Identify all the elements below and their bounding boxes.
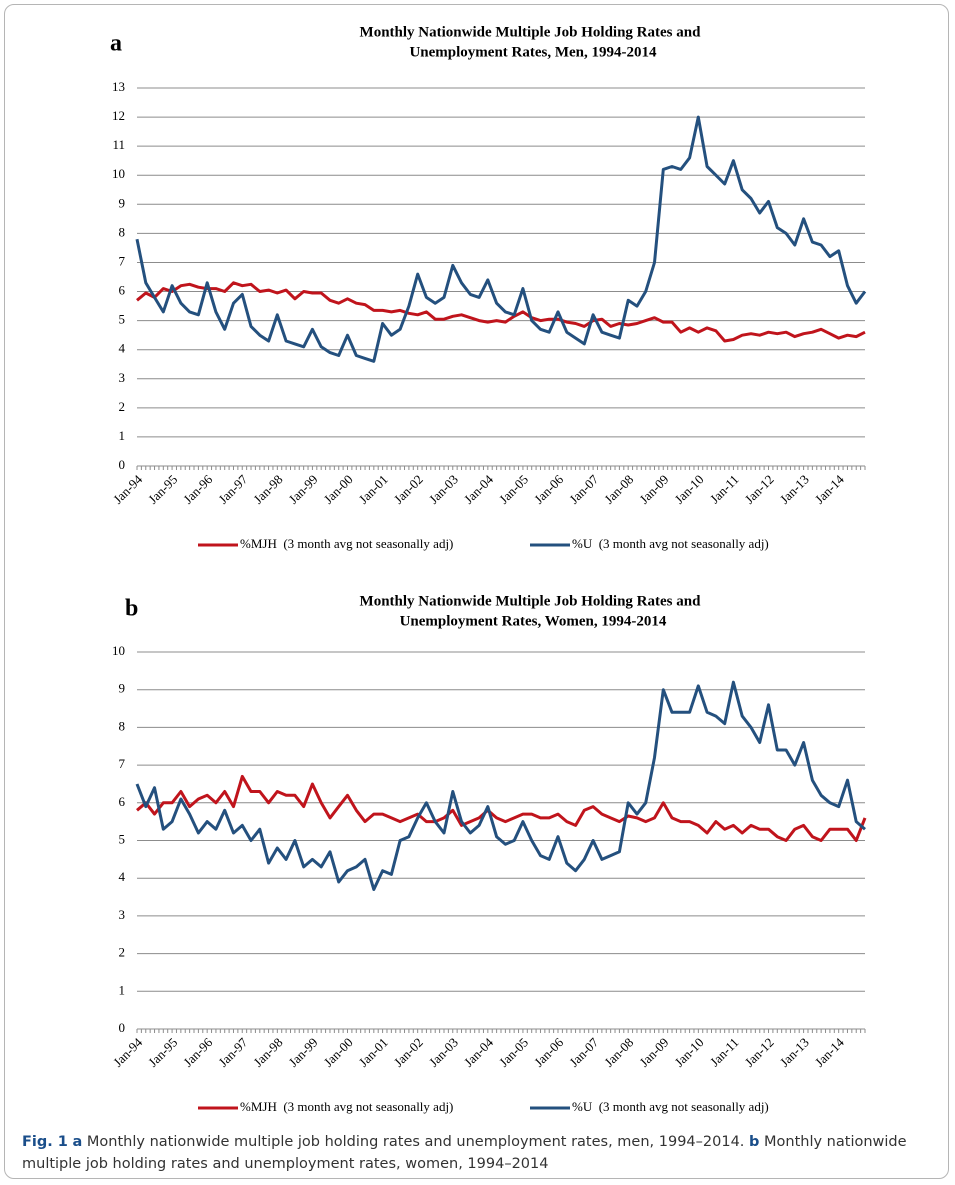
y-tick-label: 1 <box>119 428 126 443</box>
legend-label: %MJH (3 month avg not seasonally adj) <box>240 1099 453 1114</box>
y-tick-label: 10 <box>112 643 125 658</box>
y-tick-label: 2 <box>119 399 126 414</box>
data-line <box>135 115 867 363</box>
x-tick-label: Jan-99 <box>286 1035 321 1070</box>
x-tick-label: Jan-97 <box>215 1034 250 1069</box>
chart-title: Unemployment Rates, Men, 1994-2014 <box>409 44 657 60</box>
y-tick-label: 7 <box>119 756 126 771</box>
y-tick-label: 2 <box>119 945 126 960</box>
data-line <box>136 281 866 343</box>
x-tick-label: Jan-04 <box>461 471 496 506</box>
x-tick-label: Jan-02 <box>391 1035 426 1070</box>
x-tick-label: Jan-11 <box>707 472 742 507</box>
y-tick-label: 9 <box>119 195 126 210</box>
legend-label: %U (3 month avg not seasonally adj) <box>572 536 769 551</box>
x-tick-label: Jan-98 <box>250 1035 285 1070</box>
x-tick-label: Jan-99 <box>286 472 321 507</box>
x-tick-label: Jan-06 <box>531 1034 566 1069</box>
x-tick-label: Jan-03 <box>426 1035 461 1070</box>
y-tick-label: 12 <box>112 108 125 123</box>
x-tick-label: Jan-10 <box>671 472 706 507</box>
y-tick-label: 10 <box>112 166 125 181</box>
x-tick-label: Jan-94 <box>110 1034 145 1069</box>
chart-title: Monthly Nationwide Multiple Job Holding … <box>360 593 702 609</box>
y-tick-label: 5 <box>119 312 126 327</box>
x-tick-label: Jan-00 <box>321 1035 356 1070</box>
x-tick-label: Jan-11 <box>707 1035 742 1070</box>
x-tick-label: Jan-95 <box>145 472 180 507</box>
x-tick-label: Jan-09 <box>636 472 671 507</box>
legend-label: %U (3 month avg not seasonally adj) <box>572 1099 769 1114</box>
caption-text: Monthly nationwide multiple job holding … <box>22 1134 907 1172</box>
panel-ref: a <box>72 1134 83 1150</box>
panel-label: a <box>110 31 122 57</box>
caption: Fig. 1 a Monthly nationwide multiple job… <box>22 1131 937 1175</box>
y-tick-label: 11 <box>112 137 125 152</box>
x-tick-label: Jan-94 <box>110 471 145 506</box>
x-tick-label: Jan-04 <box>461 1034 496 1069</box>
x-tick-label: Jan-01 <box>356 1035 391 1070</box>
x-tick-label: Jan-13 <box>777 1035 812 1070</box>
y-tick-label: 1 <box>119 982 126 997</box>
data-line <box>136 774 867 842</box>
y-tick-label: 8 <box>119 224 126 239</box>
y-tick-label: 4 <box>119 869 126 884</box>
y-tick-label: 5 <box>119 831 126 846</box>
y-tick-label: 4 <box>119 341 126 356</box>
chart-title: Unemployment Rates, Women, 1994-2014 <box>400 613 667 629</box>
y-tick-label: 0 <box>119 457 126 472</box>
x-tick-label: Jan-96 <box>180 471 215 506</box>
y-tick-label: 13 <box>112 79 125 94</box>
x-tick-label: Jan-98 <box>250 472 285 507</box>
x-tick-label: Jan-02 <box>391 472 426 507</box>
panel-ref: b <box>749 1134 760 1150</box>
x-tick-label: Jan-12 <box>742 472 777 507</box>
x-tick-label: Jan-08 <box>601 472 636 507</box>
y-tick-label: 0 <box>119 1020 126 1035</box>
x-tick-label: Jan-14 <box>812 471 847 506</box>
y-tick-label: 3 <box>119 370 126 385</box>
x-tick-label: Jan-09 <box>636 1035 671 1070</box>
legend-label: %MJH (3 month avg not seasonally adj) <box>240 536 453 551</box>
x-tick-label: Jan-10 <box>671 1035 706 1070</box>
x-tick-label: Jan-95 <box>145 1035 180 1070</box>
x-tick-label: Jan-12 <box>742 1035 777 1070</box>
fig-label: Fig. 1 <box>22 1134 68 1150</box>
y-tick-label: 6 <box>119 283 126 298</box>
caption-text: Monthly nationwide multiple job holding … <box>86 1134 745 1150</box>
x-tick-label: Jan-06 <box>531 471 566 506</box>
panel-label: b <box>125 596 138 622</box>
figure: a Monthly Nationwide Multiple Job Holding… <box>110 24 867 1114</box>
x-tick-label: Jan-96 <box>180 1034 215 1069</box>
y-tick-label: 8 <box>119 718 126 733</box>
x-tick-label: Jan-03 <box>426 472 461 507</box>
x-tick-label: Jan-00 <box>321 472 356 507</box>
y-tick-label: 9 <box>119 681 126 696</box>
chart-title: Monthly Nationwide Multiple Job Holding … <box>360 24 702 40</box>
x-tick-label: Jan-14 <box>812 1034 847 1069</box>
x-tick-label: Jan-05 <box>496 1035 531 1070</box>
x-tick-label: Jan-07 <box>566 471 601 506</box>
x-tick-label: Jan-07 <box>566 1034 601 1069</box>
x-tick-label: Jan-08 <box>601 1035 636 1070</box>
figure-frame <box>4 4 949 1179</box>
y-tick-label: 3 <box>119 907 126 922</box>
y-tick-label: 6 <box>119 794 126 809</box>
data-line <box>135 680 866 891</box>
x-tick-label: Jan-97 <box>215 471 250 506</box>
y-tick-label: 7 <box>119 253 126 268</box>
x-tick-label: Jan-05 <box>496 472 531 507</box>
x-tick-label: Jan-01 <box>356 472 391 507</box>
x-tick-label: Jan-13 <box>777 472 812 507</box>
